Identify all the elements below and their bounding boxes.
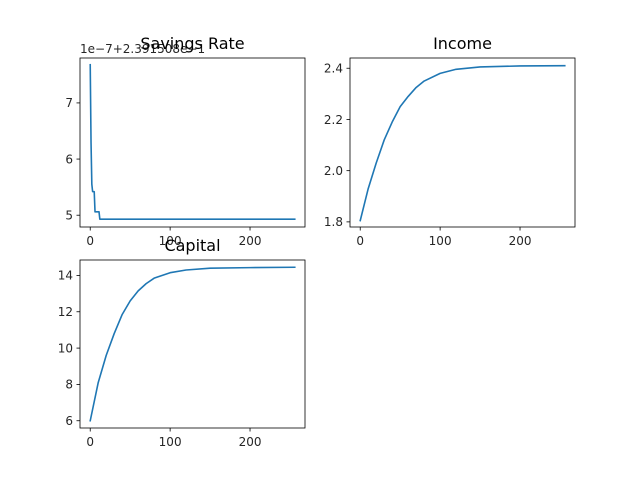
income-title: Income: [433, 34, 492, 53]
capital-chart: 0 100 200 6 8 10 12 14 Capital: [58, 236, 306, 449]
income-y-tick-label: 2.2: [324, 113, 343, 127]
savings-rate-y-tick-label: 6: [65, 152, 73, 166]
savings-rate-offset-text: 1e−7+2.391508e−1: [80, 42, 205, 56]
income-x-tick-label: 0: [356, 234, 364, 248]
savings-rate-y-tick-label: 7: [65, 96, 73, 110]
capital-y-tick-label: 14: [58, 269, 73, 283]
savings-rate-x-tick-label: 200: [239, 234, 262, 248]
capital-x-tick-label: 100: [159, 435, 182, 449]
income-y-tick-label: 1.8: [324, 215, 343, 229]
income-x-tick-label: 200: [509, 234, 532, 248]
savings-rate-y-tick-label: 5: [65, 209, 73, 223]
capital-y-tick-label: 10: [58, 341, 73, 355]
income-series-line: [359, 64, 566, 222]
capital-title: Capital: [164, 236, 220, 255]
savings-rate-x-tick-label: 0: [86, 234, 94, 248]
income-x-tick-label: 100: [429, 234, 452, 248]
savings-rate-title: Savings Rate: [140, 34, 244, 53]
capital-x-tick-label: 200: [239, 435, 262, 449]
income-axes-frame: [349, 57, 576, 228]
savings-rate-series-line: [89, 63, 296, 220]
savings-rate-axes-frame: [79, 57, 306, 228]
capital-series-line: [89, 266, 296, 422]
capital-x-tick-label: 0: [86, 435, 94, 449]
capital-axes-frame: [79, 259, 306, 429]
income-y-tick-label: 2.4: [324, 62, 343, 76]
savings-rate-x-tick-label: 100: [159, 234, 182, 248]
income-y-tick-label: 2.0: [324, 164, 343, 178]
capital-y-tick-label: 8: [65, 378, 73, 392]
capital-y-tick-label: 6: [65, 414, 73, 428]
capital-y-tick-label: 12: [58, 305, 73, 319]
income-chart: 0 100 200 1.8 2.0 2.2 2.4 Income: [324, 34, 576, 248]
